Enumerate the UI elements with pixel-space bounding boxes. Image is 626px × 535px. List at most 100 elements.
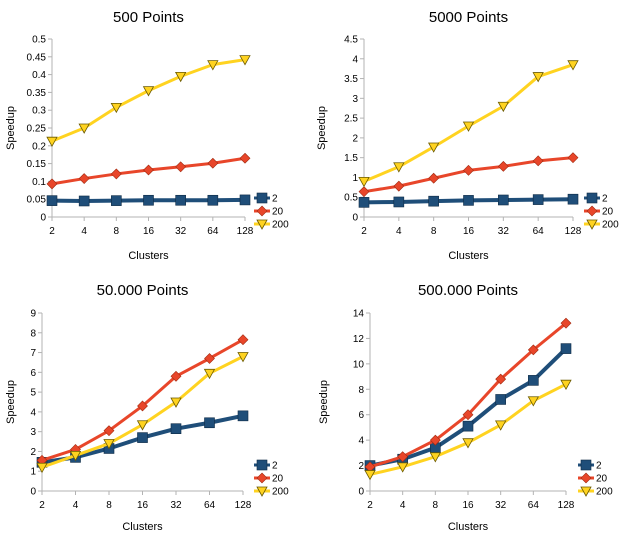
legend-label: 200: [272, 487, 289, 498]
y-tick-label: 0.2: [32, 141, 46, 152]
y-tick-label: 0.5: [32, 35, 46, 46]
data-point: [103, 425, 115, 437]
y-tick-label: 4: [352, 54, 358, 65]
legend: 2 20 200: [254, 459, 289, 498]
chart-title: 5000 Points: [429, 9, 508, 26]
data-point: [110, 102, 123, 114]
x-tick-label: 32: [495, 500, 507, 511]
series-20: [358, 152, 579, 198]
x-tick-label: 128: [237, 226, 254, 237]
data-point: [207, 194, 219, 206]
chart-title: 50.000 Points: [97, 282, 189, 299]
data-point: [528, 375, 539, 386]
legend-marker: [256, 486, 268, 497]
series-2: [358, 193, 579, 208]
y-tick-label: 3: [30, 427, 36, 438]
y-axis-label: Speedup: [316, 106, 328, 150]
x-tick-label: 8: [114, 226, 120, 237]
y-tick-label: 2: [358, 461, 364, 472]
data-point: [137, 432, 148, 443]
data-point: [495, 394, 506, 405]
legend-label: 20: [272, 207, 284, 218]
legend-marker: [580, 486, 592, 497]
y-tick-label: 3.5: [344, 74, 358, 85]
data-point: [527, 344, 539, 356]
data-point: [462, 121, 475, 132]
y-axis-label: Speedup: [318, 380, 330, 424]
series-2: [364, 343, 572, 471]
y-tick-label: 0.05: [27, 195, 47, 206]
data-point: [495, 373, 507, 385]
data-point: [397, 451, 409, 463]
y-tick-label: 0: [352, 213, 358, 224]
x-tick-label: 64: [207, 226, 219, 237]
y-tick-label: 4.5: [344, 35, 358, 46]
data-point: [427, 142, 440, 153]
data-point: [203, 368, 216, 380]
chart-title: 500 Points: [113, 9, 184, 26]
x-axis-label: Clusters: [448, 250, 489, 262]
data-point: [137, 400, 148, 412]
x-axis-label: Clusters: [122, 521, 163, 533]
data-point: [237, 410, 249, 422]
legend-label: 2: [596, 461, 602, 472]
y-tick-label: 4: [358, 436, 364, 447]
data-point: [239, 55, 251, 66]
data-point: [136, 420, 149, 431]
data-point: [46, 136, 58, 147]
data-point: [143, 194, 154, 206]
y-tick-label: 0.45: [27, 52, 47, 63]
x-tick-label: 64: [533, 226, 545, 237]
data-point: [69, 450, 82, 462]
data-point: [532, 194, 544, 205]
legend-label: 20: [596, 474, 608, 485]
y-tick-label: 2.5: [344, 114, 358, 125]
data-point: [174, 71, 187, 83]
data-point: [239, 152, 251, 164]
x-tick-label: 32: [498, 226, 510, 237]
y-tick-label: 8: [30, 328, 36, 339]
x-tick-label: 2: [361, 226, 367, 237]
y-tick-label: 6: [30, 368, 36, 379]
data-point: [560, 343, 572, 354]
x-tick-label: 128: [235, 500, 252, 511]
legend-label: 20: [272, 474, 284, 485]
x-tick-label: 4: [81, 226, 87, 237]
data-point: [462, 438, 474, 449]
x-tick-label: 2: [367, 500, 373, 511]
y-tick-label: 6: [358, 410, 364, 421]
x-axis-label: Clusters: [128, 250, 169, 262]
data-point: [567, 60, 579, 71]
data-point: [429, 434, 441, 446]
series-200: [364, 379, 572, 481]
data-point: [428, 172, 440, 184]
data-point: [567, 193, 579, 205]
y-tick-label: 1: [352, 173, 358, 184]
data-point: [46, 178, 58, 190]
legend-marker: [580, 459, 592, 471]
x-axis-label: Clusters: [448, 521, 489, 533]
data-point: [239, 194, 251, 206]
legend-marker: [586, 205, 598, 217]
y-tick-label: 0.25: [27, 124, 47, 135]
x-tick-label: 16: [462, 500, 474, 511]
data-point: [46, 195, 58, 206]
data-point: [364, 470, 376, 481]
data-point: [78, 123, 90, 134]
data-point: [358, 186, 370, 198]
y-tick-label: 14: [353, 309, 365, 320]
y-tick-label: 1: [30, 467, 36, 478]
legend-label: 200: [596, 487, 613, 498]
legend-marker: [256, 219, 268, 230]
data-point: [463, 195, 474, 206]
data-point: [170, 423, 182, 435]
data-point: [36, 462, 48, 474]
data-point: [175, 194, 186, 206]
x-tick-label: 8: [106, 500, 112, 511]
data-point: [237, 334, 249, 346]
legend-label: 2: [272, 194, 278, 205]
x-tick-label: 32: [170, 500, 182, 511]
x-tick-label: 16: [143, 226, 155, 237]
y-tick-label: 4: [30, 407, 36, 418]
